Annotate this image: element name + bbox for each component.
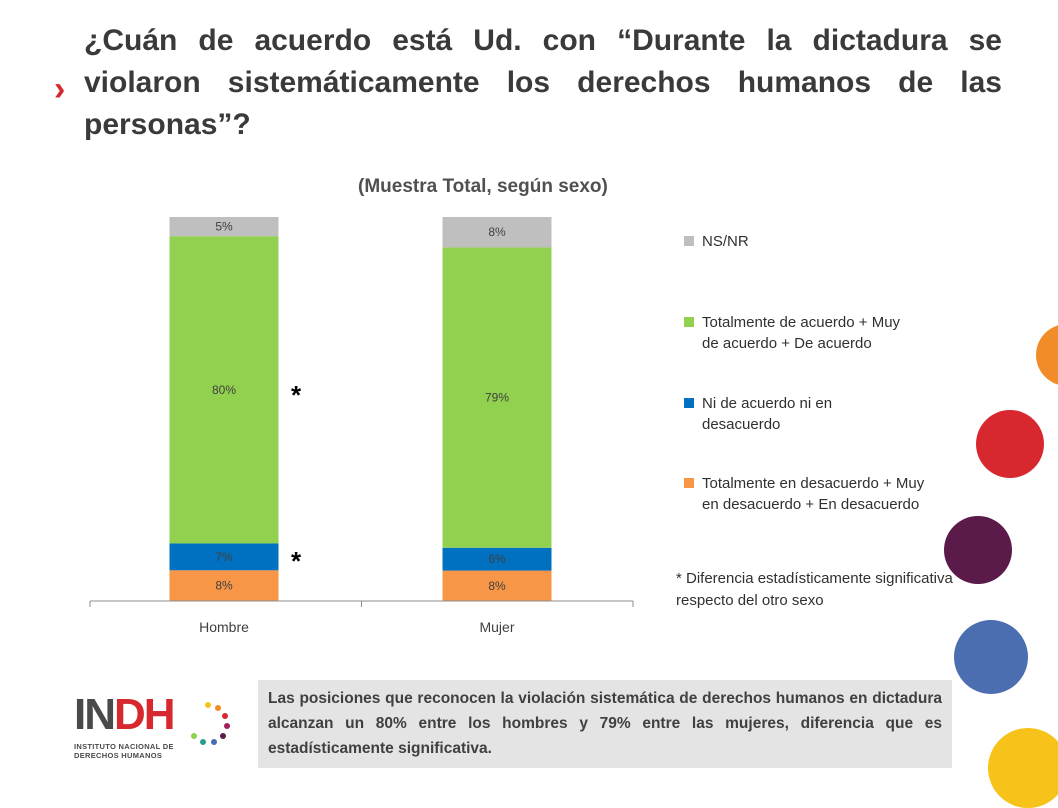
logo-dots-icon	[191, 702, 230, 745]
logo-part-1: IN	[74, 690, 116, 739]
logo-subtitle: INSTITUTO NACIONAL DE DERECHOS HUMANOS	[74, 742, 174, 760]
bar-segment	[442, 570, 552, 601]
significance-marker: *	[291, 380, 302, 410]
chevron-right-icon: ›	[54, 70, 66, 108]
data-label: 8%	[488, 579, 506, 593]
logo-line-1: INSTITUTO NACIONAL DE	[74, 742, 174, 751]
bar-segment	[169, 543, 279, 571]
legend-swatch	[684, 236, 694, 246]
legend-label: Ni de acuerdo ni en desacuerdo	[702, 395, 833, 433]
data-label: 7%	[215, 550, 233, 564]
significance-note: * Diferencia estadísticamente significat…	[676, 570, 953, 609]
logo-line-2: DERECHOS HUMANOS	[74, 751, 163, 760]
bar-segment	[169, 217, 279, 237]
data-label: 5%	[215, 220, 233, 234]
legend-label: Totalmente en desacuerdo + Muy en desacu…	[702, 475, 925, 513]
data-label: 79%	[485, 391, 509, 405]
bar-segment	[442, 217, 552, 248]
data-label: 80%	[212, 383, 236, 397]
legend-item-acuerdo: Totalmente de acuerdo + Muy de acuerdo +…	[684, 312, 904, 354]
bar-segment	[442, 247, 552, 548]
legend-item-desacuerdo: Totalmente en desacuerdo + Muy en desacu…	[684, 473, 934, 515]
legend-swatch	[684, 478, 694, 488]
legend-label: Totalmente de acuerdo + Muy de acuerdo +…	[702, 314, 901, 352]
x-tick-label: Mujer	[479, 619, 514, 635]
significance-marker: *	[291, 546, 302, 576]
x-tick-label: Hombre	[199, 619, 249, 635]
logo-wordmark: INDH	[74, 690, 176, 740]
data-label: 8%	[488, 225, 506, 239]
chart-subtitle: (Muestra Total, según sexo)	[358, 176, 608, 197]
decor-circle-red	[976, 410, 1044, 478]
bar-segment	[442, 547, 552, 571]
legend-swatch	[684, 317, 694, 327]
decor-circle-orange	[1036, 324, 1058, 386]
legend-item-ni: Ni de acuerdo ni en desacuerdo	[684, 393, 874, 435]
data-label: 8%	[215, 579, 233, 593]
summary-box: Las posiciones que reconocen la violació…	[258, 680, 952, 768]
indh-logo: INDH INSTITUTO NACIONAL DE DERECHOS HUMA…	[74, 690, 244, 760]
page-title: ¿Cuán de acuerdo está Ud. con “Durante l…	[84, 24, 1002, 141]
bar-segment	[169, 570, 279, 601]
legend-label: NS/NR	[702, 233, 749, 250]
legend-item-ns-nr: NS/NR	[684, 231, 934, 252]
legend-swatch	[684, 398, 694, 408]
bar-segment	[169, 236, 279, 544]
logo-part-2: DH	[114, 690, 176, 739]
decor-circle-blue	[954, 620, 1028, 694]
decor-circle-yellow	[988, 728, 1058, 808]
data-label: 6%	[488, 552, 506, 566]
decor-circle-purple	[944, 516, 1012, 584]
